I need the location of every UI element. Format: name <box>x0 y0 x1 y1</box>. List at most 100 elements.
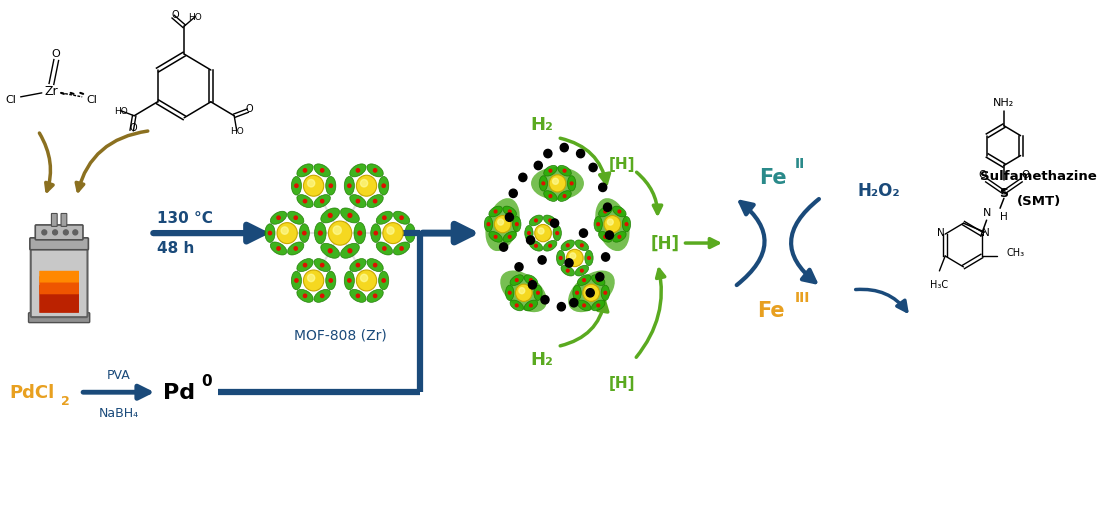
Circle shape <box>383 247 386 250</box>
Ellipse shape <box>485 198 520 251</box>
Ellipse shape <box>505 285 514 301</box>
Ellipse shape <box>544 241 557 251</box>
Ellipse shape <box>524 300 537 311</box>
Circle shape <box>529 279 533 282</box>
Ellipse shape <box>321 244 340 259</box>
Ellipse shape <box>270 212 287 225</box>
Circle shape <box>549 170 552 173</box>
Circle shape <box>303 264 307 267</box>
Text: CH₃: CH₃ <box>1007 247 1025 258</box>
Circle shape <box>510 190 517 198</box>
Ellipse shape <box>503 232 516 243</box>
Text: H₃C: H₃C <box>930 279 949 289</box>
Circle shape <box>586 289 595 297</box>
Ellipse shape <box>341 209 360 223</box>
Ellipse shape <box>501 271 547 313</box>
Circle shape <box>295 279 298 283</box>
Text: O: O <box>171 10 179 20</box>
Circle shape <box>488 223 490 226</box>
Circle shape <box>347 185 351 188</box>
Ellipse shape <box>591 275 604 286</box>
Text: H₂: H₂ <box>531 350 554 369</box>
Text: Fe: Fe <box>760 168 788 188</box>
Circle shape <box>508 292 511 294</box>
Circle shape <box>537 292 539 294</box>
Text: HO: HO <box>229 127 244 136</box>
Circle shape <box>601 254 610 262</box>
Ellipse shape <box>354 223 365 244</box>
FancyBboxPatch shape <box>52 214 57 227</box>
Ellipse shape <box>314 290 331 302</box>
Circle shape <box>588 257 590 260</box>
Ellipse shape <box>325 272 335 290</box>
Text: [H]: [H] <box>609 157 635 172</box>
Circle shape <box>295 217 298 220</box>
Text: Zr: Zr <box>44 85 58 98</box>
Text: PVA: PVA <box>107 368 130 381</box>
Ellipse shape <box>575 266 589 276</box>
FancyBboxPatch shape <box>35 225 83 240</box>
Ellipse shape <box>489 232 502 243</box>
Circle shape <box>382 185 385 188</box>
Ellipse shape <box>367 259 384 272</box>
Circle shape <box>599 184 607 192</box>
Ellipse shape <box>314 223 326 244</box>
Circle shape <box>508 211 511 214</box>
Ellipse shape <box>405 224 415 243</box>
Ellipse shape <box>350 259 366 272</box>
Ellipse shape <box>577 300 591 311</box>
Ellipse shape <box>557 251 565 266</box>
Ellipse shape <box>510 275 524 286</box>
FancyBboxPatch shape <box>40 285 79 313</box>
Circle shape <box>356 176 376 197</box>
Circle shape <box>374 294 377 298</box>
Circle shape <box>321 294 324 298</box>
Circle shape <box>329 222 352 245</box>
Circle shape <box>361 275 367 282</box>
Ellipse shape <box>378 177 388 195</box>
Circle shape <box>321 200 324 204</box>
Text: 0: 0 <box>202 373 212 388</box>
Circle shape <box>535 220 537 222</box>
Circle shape <box>303 271 324 291</box>
Circle shape <box>494 236 497 239</box>
Circle shape <box>534 162 543 170</box>
Circle shape <box>597 305 600 307</box>
Circle shape <box>400 247 404 250</box>
Ellipse shape <box>553 226 561 241</box>
Ellipse shape <box>539 176 547 192</box>
FancyBboxPatch shape <box>61 214 67 227</box>
Ellipse shape <box>297 165 313 177</box>
Circle shape <box>383 217 386 220</box>
Ellipse shape <box>350 290 366 302</box>
Ellipse shape <box>529 216 543 226</box>
Circle shape <box>608 220 613 226</box>
Ellipse shape <box>314 259 331 272</box>
Circle shape <box>535 245 537 247</box>
Circle shape <box>570 183 572 185</box>
Circle shape <box>505 214 513 222</box>
Text: 2: 2 <box>61 394 69 407</box>
Text: (SMT): (SMT) <box>1017 194 1061 208</box>
Circle shape <box>295 247 298 250</box>
Circle shape <box>321 264 324 267</box>
Circle shape <box>538 228 544 235</box>
Circle shape <box>515 285 532 302</box>
Circle shape <box>308 275 314 282</box>
Circle shape <box>374 264 377 267</box>
Circle shape <box>356 264 360 267</box>
Ellipse shape <box>489 207 502 218</box>
Ellipse shape <box>270 242 287 256</box>
Circle shape <box>549 195 552 198</box>
Text: H: H <box>1000 212 1008 222</box>
Ellipse shape <box>531 168 583 200</box>
Circle shape <box>528 281 536 289</box>
Circle shape <box>374 169 377 173</box>
Circle shape <box>577 150 585 159</box>
Text: O: O <box>246 104 254 114</box>
Ellipse shape <box>314 195 331 208</box>
Circle shape <box>567 244 569 247</box>
Circle shape <box>586 288 592 294</box>
Ellipse shape <box>622 217 631 232</box>
Ellipse shape <box>529 241 543 251</box>
